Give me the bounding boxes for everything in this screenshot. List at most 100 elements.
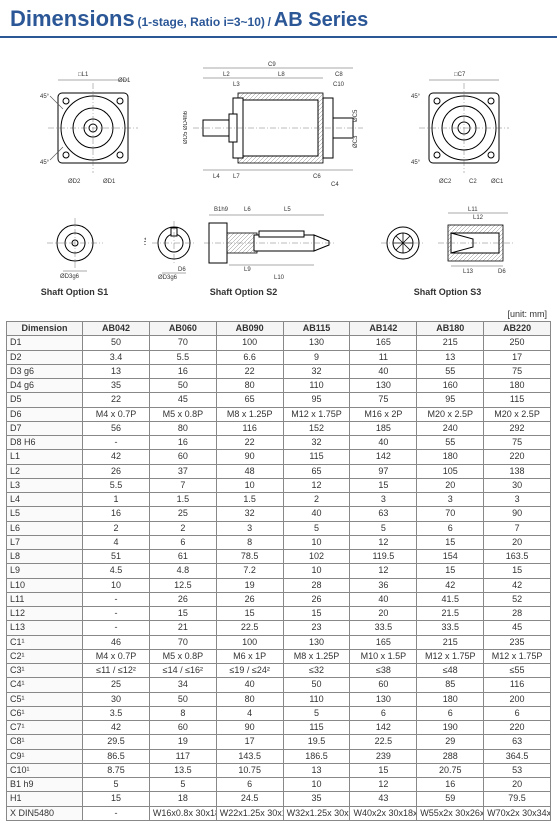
table-cell: 4.8 — [149, 564, 216, 578]
table-cell: 3.4 — [83, 350, 150, 364]
table-cell: 17 — [216, 735, 283, 749]
table-row: L8516178.5102119.5154163.5 — [7, 550, 551, 564]
row-label: L5 — [7, 507, 83, 521]
table-cell: 55 — [417, 364, 484, 378]
table-row: L13-2122.52333.533.545 — [7, 621, 551, 635]
table-cell: 185 — [350, 421, 417, 435]
dim-45b: 45° — [40, 160, 50, 166]
table-cell: 35 — [83, 379, 150, 393]
table-cell: 33.5 — [417, 621, 484, 635]
table-cell: 100 — [216, 635, 283, 649]
table-cell: M12 x 1.75P — [417, 649, 484, 663]
dim-d6-s2: D6 — [178, 267, 186, 273]
table-cell: 6 — [350, 706, 417, 720]
label-s2: Shaft Option S2 — [210, 287, 278, 297]
table-cell: 250 — [484, 336, 551, 350]
table-row: L411.51.52333 — [7, 493, 551, 507]
diagram-shaft-s1: ØD3g6 Shaft Option S1 — [35, 213, 115, 297]
table-row: L101012.51928364242 — [7, 578, 551, 592]
table-cell: W40x2x 30x18x6m — [350, 806, 417, 820]
table-cell: - — [83, 607, 150, 621]
table-cell: 10 — [216, 478, 283, 492]
table-cell: 24.5 — [216, 792, 283, 806]
table-cell: 25 — [149, 507, 216, 521]
table-cell: 7 — [484, 521, 551, 535]
table-header-row: DimensionAB042AB060AB090AB115AB142AB180A… — [7, 322, 551, 336]
table-col-header: Dimension — [7, 322, 83, 336]
table-cell: 21.5 — [417, 607, 484, 621]
table-cell: 5 — [83, 778, 150, 792]
table-cell: 41.5 — [417, 592, 484, 606]
table-row: C6¹3.5845666 — [7, 706, 551, 720]
table-cell: 51 — [83, 550, 150, 564]
row-label: L1 — [7, 450, 83, 464]
row-label: C8¹ — [7, 735, 83, 749]
table-cell: M8 x 1.25P — [216, 407, 283, 421]
table-cell: 12 — [350, 535, 417, 549]
table-row: C3¹≤11 / ≤12²≤14 / ≤16²≤19 / ≤24²≤32≤38≤… — [7, 664, 551, 678]
table-cell: M8 x 1.25P — [283, 649, 350, 663]
table-cell: M12 x 1.75P — [283, 407, 350, 421]
table-cell: 32 — [283, 436, 350, 450]
table-cell: 22 — [216, 364, 283, 378]
dim-c6: C6 — [313, 174, 321, 180]
table-cell: ≤11 / ≤12² — [83, 664, 150, 678]
table-cell: 186.5 — [283, 749, 350, 763]
table-cell: M10 x 1.5P — [350, 649, 417, 663]
row-label: L10 — [7, 578, 83, 592]
table-row: C8¹29.5191719.522.52963 — [7, 735, 551, 749]
dim-c4: C4 — [331, 182, 339, 188]
table-cell: 28 — [283, 578, 350, 592]
dim-d5: ØD5 — [183, 131, 189, 144]
table-cell: 8 — [149, 706, 216, 720]
row-label: L8 — [7, 550, 83, 564]
diagram-shaft-s2: H1 D6 ØD3g6 B1h9 L6 L5 L9 L10 Shaft Opti… — [144, 203, 344, 297]
separator-text: / — [268, 15, 271, 29]
table-cell: 52 — [484, 592, 551, 606]
table-cell: 50 — [83, 336, 150, 350]
table-cell: 90 — [216, 450, 283, 464]
table-cell: 6 — [484, 706, 551, 720]
row-label: C4¹ — [7, 678, 83, 692]
table-cell: 34 — [149, 678, 216, 692]
row-label: D8 H6 — [7, 436, 83, 450]
row-label: D7 — [7, 421, 83, 435]
table-cell: 130 — [283, 635, 350, 649]
dim-b1: B1h9 — [214, 207, 229, 213]
table-cell: 26 — [283, 592, 350, 606]
table-cell: 50 — [283, 678, 350, 692]
table-cell: 130 — [283, 336, 350, 350]
table-cell: 26 — [216, 592, 283, 606]
table-cell: 22.5 — [350, 735, 417, 749]
row-label: D5 — [7, 393, 83, 407]
table-cell: 364.5 — [484, 749, 551, 763]
table-cell: W55x2x 30x26x6m — [417, 806, 484, 820]
table-col-header: AB142 — [350, 322, 417, 336]
row-label: H1 — [7, 792, 83, 806]
table-col-header: AB220 — [484, 322, 551, 336]
table-cell: 23 — [283, 621, 350, 635]
table-cell: 70 — [149, 635, 216, 649]
table-cell: ≤55 — [484, 664, 551, 678]
table-cell: 180 — [417, 692, 484, 706]
table-row: L746810121520 — [7, 535, 551, 549]
dim-c1: ØC1 — [491, 179, 504, 185]
diagram-rear-flange: □C7 45° 45° ØC2 C2 ØC1 — [409, 68, 519, 188]
table-cell: - — [83, 592, 150, 606]
dim-c8: C8 — [335, 72, 343, 78]
table-col-header: AB180 — [417, 322, 484, 336]
dim-c3: ØC3 — [353, 135, 359, 148]
table-cell: 200 — [484, 692, 551, 706]
dim-l5: L5 — [284, 207, 291, 213]
table-cell: 40 — [350, 592, 417, 606]
dim-l3: L3 — [233, 82, 240, 88]
table-cell: 100 — [216, 336, 283, 350]
table-cell: 37 — [149, 464, 216, 478]
table-cell: 180 — [417, 450, 484, 464]
row-label: L11 — [7, 592, 83, 606]
table-cell: ≤19 / ≤24² — [216, 664, 283, 678]
row-label: D1 — [7, 336, 83, 350]
subtitle-text: (1-stage, Ratio i=3~10) — [137, 15, 264, 29]
table-cell: M6 x 1P — [216, 649, 283, 663]
table-row: B1 h955610121620 — [7, 778, 551, 792]
